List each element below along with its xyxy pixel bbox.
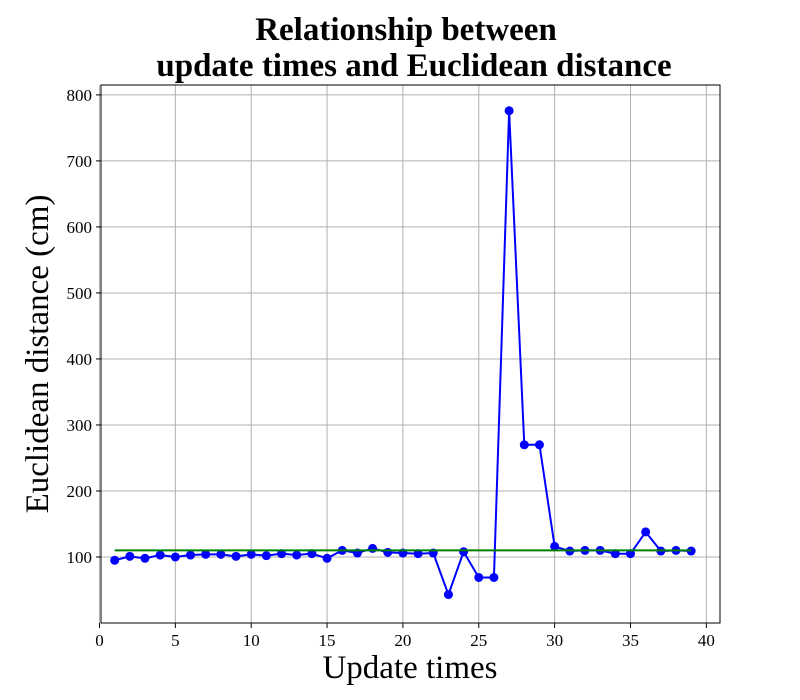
data-point [307, 549, 317, 559]
data-point [534, 440, 544, 450]
data-point [170, 552, 180, 562]
x-tick-label: 30 [546, 631, 563, 650]
data-point [413, 549, 423, 559]
y-tick-label: 800 [67, 86, 93, 105]
y-tick-label: 500 [67, 284, 93, 303]
x-tick-label: 15 [319, 631, 336, 650]
data-point [474, 572, 484, 582]
y-tick-label: 600 [67, 218, 93, 237]
data-point [201, 549, 211, 559]
y-tick-label: 700 [67, 152, 93, 171]
y-tick-label: 400 [67, 350, 93, 369]
data-point [443, 590, 453, 600]
data-point [641, 527, 651, 537]
data-point [277, 549, 287, 559]
data-point [231, 551, 241, 561]
axis-ticks: 0 5 10 15 20 25 30 35 40 100 200 300 400 500 600 700 800 [67, 86, 715, 650]
data-point [246, 549, 256, 559]
x-tick-label: 35 [622, 631, 639, 650]
x-tick-label: 10 [243, 631, 260, 650]
x-tick-label: 0 [95, 631, 104, 650]
data-point [186, 550, 196, 560]
data-point [504, 106, 514, 116]
chart-title-line-2: update times and Euclidean distance [156, 48, 671, 84]
data-point [459, 547, 469, 557]
data-point [519, 440, 529, 450]
series-layer [110, 106, 696, 600]
plot-frame [100, 84, 721, 624]
data-point [292, 550, 302, 560]
x-tick-label: 25 [470, 631, 487, 650]
y-tick-label: 100 [67, 548, 93, 567]
x-tick-label: 40 [698, 631, 715, 650]
data-point [110, 555, 120, 565]
data-point [216, 549, 226, 559]
data-point [625, 549, 635, 559]
data-point [261, 551, 271, 561]
data-point [610, 549, 620, 559]
data-point [322, 553, 332, 563]
y-tick-label: 200 [67, 482, 93, 501]
data-point [155, 550, 165, 560]
data-point [686, 546, 696, 556]
x-axis-label: Update times [322, 650, 497, 686]
data-point [368, 543, 378, 553]
data-point [383, 547, 393, 557]
grid [98, 85, 720, 623]
data-point [550, 541, 560, 551]
y-axis-label: Euclidean distance (cm) [20, 195, 56, 514]
y-tick-label: 300 [67, 416, 93, 435]
chart-title-line-1: Relationship between [255, 12, 557, 48]
x-tick-label: 5 [171, 631, 180, 650]
data-point [140, 553, 150, 563]
data-point [489, 572, 499, 582]
x-tick-label: 20 [394, 631, 411, 650]
data-point [125, 551, 135, 561]
